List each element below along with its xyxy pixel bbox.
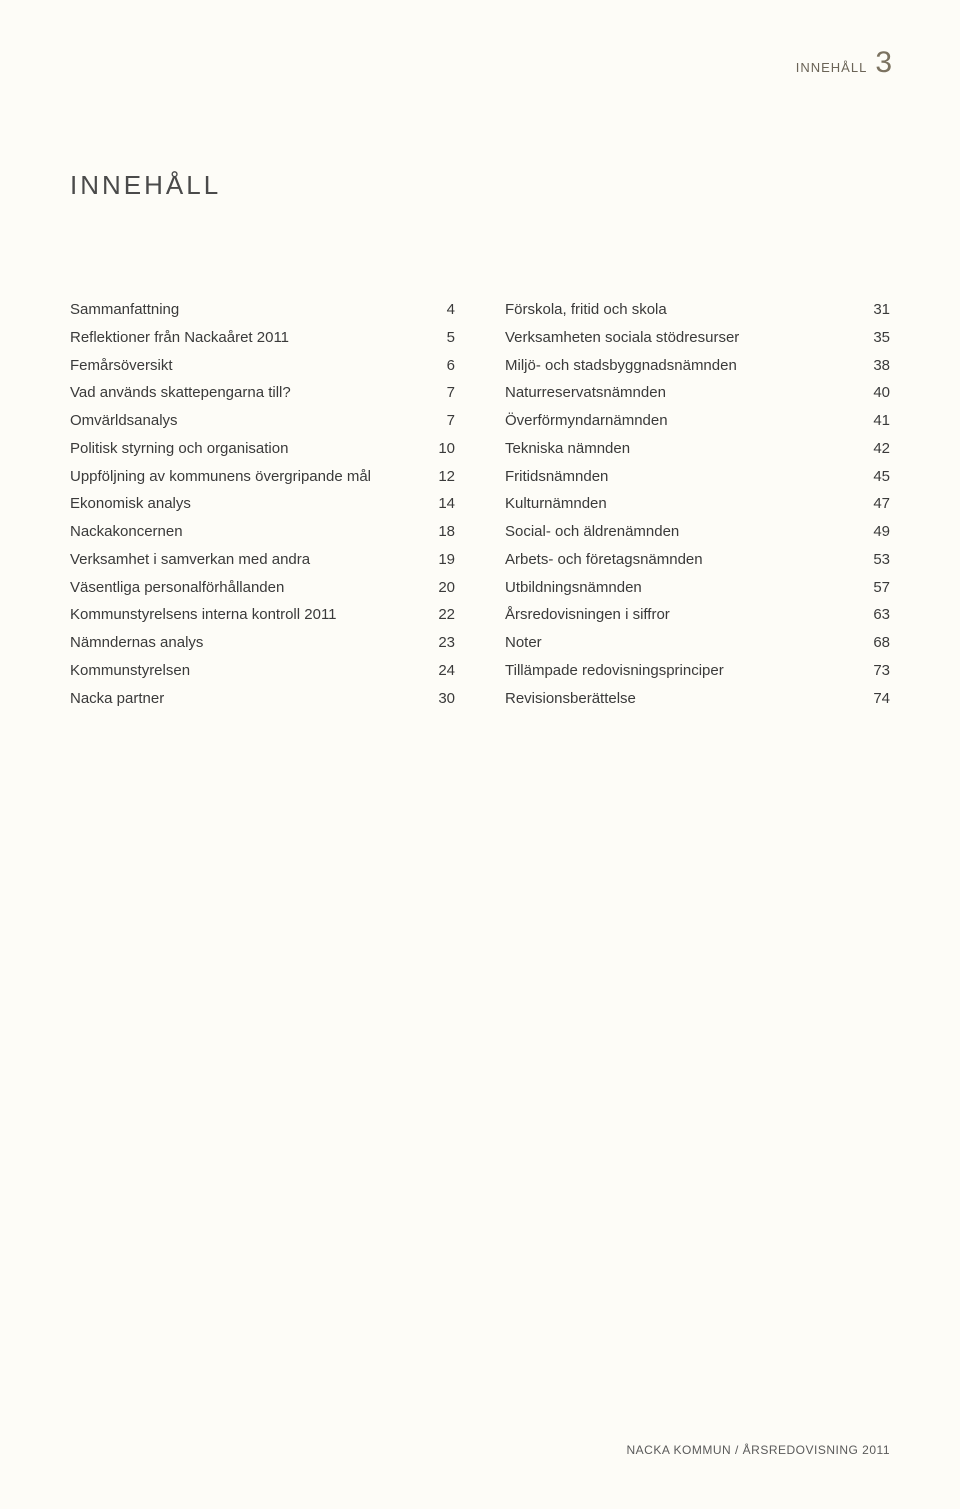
toc-entry-label: Revisionsberättelse bbox=[505, 685, 860, 713]
toc-row: Nacka partner30 bbox=[70, 685, 455, 713]
toc-entry-page: 31 bbox=[860, 296, 890, 324]
toc-entry-label: Omvärldsanalys bbox=[70, 407, 425, 435]
toc-row: Social- och äldrenämnden49 bbox=[505, 518, 890, 546]
toc-row: Femårsöversikt6 bbox=[70, 352, 455, 380]
toc-entry-page: 18 bbox=[425, 518, 455, 546]
toc-entry-label: Årsredovisningen i siffror bbox=[505, 601, 860, 629]
toc-entry-page: 35 bbox=[860, 324, 890, 352]
toc-entry-label: Verksamhet i samverkan med andra bbox=[70, 546, 425, 574]
toc-row: Utbildningsnämnden57 bbox=[505, 574, 890, 602]
toc-row: Reflektioner från Nackaåret 20115 bbox=[70, 324, 455, 352]
toc-column-left: Sammanfattning4Reflektioner från Nackaår… bbox=[70, 296, 455, 712]
toc-row: Förskola, fritid och skola31 bbox=[505, 296, 890, 324]
toc-entry-page: 30 bbox=[425, 685, 455, 713]
toc-entry-label: Utbildningsnämnden bbox=[505, 574, 860, 602]
toc-entry-label: Nämndernas analys bbox=[70, 629, 425, 657]
toc-entry-label: Ekonomisk analys bbox=[70, 490, 425, 518]
toc-row: Naturreservatsnämnden40 bbox=[505, 379, 890, 407]
toc-entry-label: Vad används skattepengarna till? bbox=[70, 379, 425, 407]
toc-entry-page: 40 bbox=[860, 379, 890, 407]
footer-text: NACKA KOMMUN / ÅRSREDOVISNING 2011 bbox=[626, 1443, 890, 1457]
toc-entry-page: 41 bbox=[860, 407, 890, 435]
toc-entry-page: 63 bbox=[860, 601, 890, 629]
toc-row: Omvärldsanalys7 bbox=[70, 407, 455, 435]
toc-entry-label: Tillämpade redovisningsprinciper bbox=[505, 657, 860, 685]
toc-row: Kommunstyrelsen24 bbox=[70, 657, 455, 685]
toc-entry-label: Naturreservatsnämnden bbox=[505, 379, 860, 407]
toc-entry-label: Politisk styrning och organisation bbox=[70, 435, 425, 463]
toc-entry-label: Femårsöversikt bbox=[70, 352, 425, 380]
toc-row: Tillämpade redovisningsprinciper73 bbox=[505, 657, 890, 685]
toc-entry-page: 68 bbox=[860, 629, 890, 657]
toc-entry-label: Nacka partner bbox=[70, 685, 425, 713]
toc-entry-page: 57 bbox=[860, 574, 890, 602]
toc-entry-label: Förskola, fritid och skola bbox=[505, 296, 860, 324]
toc-entry-label: Uppföljning av kommunens övergripande må… bbox=[70, 463, 425, 491]
toc-row: Miljö- och stadsbyggnadsnämnden38 bbox=[505, 352, 890, 380]
toc-entry-page: 22 bbox=[425, 601, 455, 629]
toc-entry-page: 23 bbox=[425, 629, 455, 657]
toc-row: Verksamheten sociala stödresurser35 bbox=[505, 324, 890, 352]
toc-entry-page: 6 bbox=[425, 352, 455, 380]
toc-row: Revisionsberättelse74 bbox=[505, 685, 890, 713]
toc-row: Uppföljning av kommunens övergripande må… bbox=[70, 463, 455, 491]
toc-entry-page: 12 bbox=[425, 463, 455, 491]
toc-entry-label: Miljö- och stadsbyggnadsnämnden bbox=[505, 352, 860, 380]
toc-entry-page: 7 bbox=[425, 407, 455, 435]
toc-entry-page: 14 bbox=[425, 490, 455, 518]
page-title: INNEHÅLL bbox=[70, 170, 890, 201]
toc-entry-label: Sammanfattning bbox=[70, 296, 425, 324]
toc-entry-label: Kommunstyrelsens interna kontroll 2011 bbox=[70, 601, 425, 629]
toc-row: Politisk styrning och organisation10 bbox=[70, 435, 455, 463]
toc-entry-page: 4 bbox=[425, 296, 455, 324]
toc-entry-page: 49 bbox=[860, 518, 890, 546]
toc-entry-page: 19 bbox=[425, 546, 455, 574]
toc-entry-page: 24 bbox=[425, 657, 455, 685]
toc-entry-label: Verksamheten sociala stödresurser bbox=[505, 324, 860, 352]
running-head-label: INNEHÅLL bbox=[796, 60, 868, 75]
toc-entry-page: 7 bbox=[425, 379, 455, 407]
toc-entry-label: Överförmyndarnämnden bbox=[505, 407, 860, 435]
toc-entry-page: 38 bbox=[860, 352, 890, 380]
toc-row: Kulturnämnden47 bbox=[505, 490, 890, 518]
toc-column-right: Förskola, fritid och skola31Verksamheten… bbox=[505, 296, 890, 712]
toc-row: Vad används skattepengarna till?7 bbox=[70, 379, 455, 407]
toc-entry-label: Noter bbox=[505, 629, 860, 657]
toc-entry-page: 10 bbox=[425, 435, 455, 463]
toc-entry-label: Kommunstyrelsen bbox=[70, 657, 425, 685]
toc-entry-page: 42 bbox=[860, 435, 890, 463]
running-head: INNEHÅLL 3 bbox=[796, 48, 892, 78]
page: INNEHÅLL 3 INNEHÅLL Sammanfattning4Refle… bbox=[0, 0, 960, 1509]
toc-entry-page: 74 bbox=[860, 685, 890, 713]
toc-row: Noter68 bbox=[505, 629, 890, 657]
toc-row: Fritidsnämnden45 bbox=[505, 463, 890, 491]
toc-entry-page: 20 bbox=[425, 574, 455, 602]
toc-entry-label: Reflektioner från Nackaåret 2011 bbox=[70, 324, 425, 352]
toc-row: Tekniska nämnden42 bbox=[505, 435, 890, 463]
running-head-page-number: 3 bbox=[875, 48, 892, 78]
toc-row: Väsentliga personalförhållanden20 bbox=[70, 574, 455, 602]
toc-entry-label: Fritidsnämnden bbox=[505, 463, 860, 491]
toc-row: Ekonomisk analys14 bbox=[70, 490, 455, 518]
toc-entry-page: 53 bbox=[860, 546, 890, 574]
toc-row: Nackakoncernen18 bbox=[70, 518, 455, 546]
toc-row: Överförmyndarnämnden41 bbox=[505, 407, 890, 435]
toc-row: Årsredovisningen i siffror63 bbox=[505, 601, 890, 629]
table-of-contents: Sammanfattning4Reflektioner från Nackaår… bbox=[70, 296, 890, 712]
toc-row: Nämndernas analys23 bbox=[70, 629, 455, 657]
toc-row: Arbets- och företagsnämnden53 bbox=[505, 546, 890, 574]
toc-entry-label: Tekniska nämnden bbox=[505, 435, 860, 463]
toc-entry-label: Social- och äldrenämnden bbox=[505, 518, 860, 546]
toc-entry-page: 45 bbox=[860, 463, 890, 491]
toc-entry-page: 47 bbox=[860, 490, 890, 518]
toc-row: Kommunstyrelsens interna kontroll 201122 bbox=[70, 601, 455, 629]
toc-entry-page: 73 bbox=[860, 657, 890, 685]
toc-entry-label: Väsentliga personalförhållanden bbox=[70, 574, 425, 602]
toc-entry-label: Arbets- och företagsnämnden bbox=[505, 546, 860, 574]
toc-row: Verksamhet i samverkan med andra19 bbox=[70, 546, 455, 574]
toc-entry-label: Nackakoncernen bbox=[70, 518, 425, 546]
toc-entry-label: Kulturnämnden bbox=[505, 490, 860, 518]
toc-entry-page: 5 bbox=[425, 324, 455, 352]
toc-row: Sammanfattning4 bbox=[70, 296, 455, 324]
